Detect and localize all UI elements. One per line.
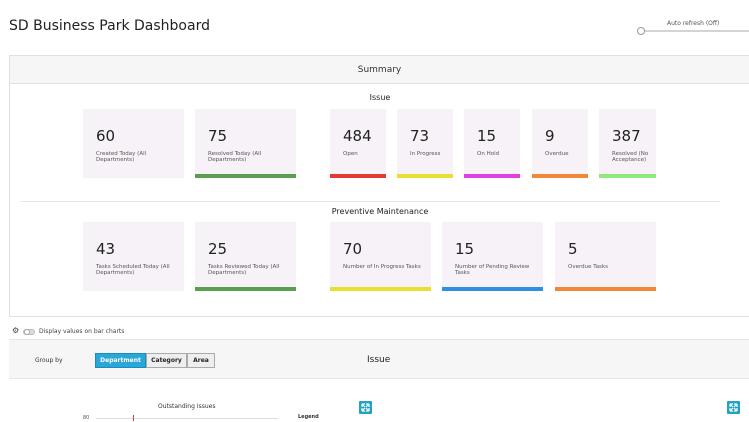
card-status-bar bbox=[195, 174, 296, 178]
summary-panel: Summary Issue 60 Created Today (All Depa… bbox=[9, 55, 749, 317]
card-pending-review-tasks[interactable]: 15 Number of Pending Review Tasks bbox=[442, 222, 543, 291]
card-value: 5 bbox=[568, 240, 578, 258]
card-value: 75 bbox=[208, 127, 228, 145]
card-on-hold[interactable]: 15 On Hold bbox=[464, 109, 520, 178]
card-label: In Progress bbox=[410, 151, 441, 157]
card-label: Number of In Progress Tasks bbox=[343, 264, 421, 270]
auto-refresh-slider-handle[interactable] bbox=[637, 27, 645, 35]
card-value: 387 bbox=[612, 127, 641, 145]
card-status-bar bbox=[532, 174, 588, 178]
card-tasks-reviewed-today[interactable]: 25 Tasks Reviewed Today (All Departments… bbox=[195, 222, 296, 291]
card-status-bar bbox=[464, 174, 520, 178]
group-by-label: Group by bbox=[35, 357, 63, 364]
card-label: Tasks Scheduled Today (All Departments) bbox=[96, 264, 170, 276]
pm-section-title: Preventive Maintenance bbox=[331, 207, 429, 216]
card-label: Number of Pending Review Tasks bbox=[455, 264, 530, 276]
expand-chart-button[interactable] bbox=[359, 401, 372, 414]
card-status-bar bbox=[195, 287, 296, 291]
chart-title: Outstanding Issues bbox=[158, 403, 216, 410]
card-label: Created Today (All Departments) bbox=[96, 151, 147, 163]
chart-legend-label: Legend bbox=[298, 414, 319, 420]
card-label: Open bbox=[343, 151, 358, 157]
card-status-bar bbox=[330, 174, 386, 178]
display-values-toggle[interactable] bbox=[23, 329, 35, 335]
card-label: Overdue bbox=[545, 151, 569, 157]
card-open[interactable]: 484 Open bbox=[330, 109, 386, 178]
expand-icon bbox=[361, 403, 370, 412]
group-by-department-button[interactable]: Department bbox=[95, 353, 146, 368]
issue-section-title: Issue bbox=[369, 93, 391, 102]
display-values-label: Display values on bar charts bbox=[39, 328, 125, 335]
card-status-bar bbox=[330, 287, 431, 291]
card-in-progress[interactable]: 73 In Progress bbox=[397, 109, 453, 178]
section-divider bbox=[20, 201, 720, 202]
auto-refresh-slider[interactable] bbox=[640, 30, 749, 32]
group-by-area-button[interactable]: Area bbox=[187, 353, 215, 368]
card-value: 43 bbox=[96, 240, 116, 258]
issue-panel-title: Issue bbox=[367, 355, 391, 365]
card-status-bar bbox=[442, 287, 543, 291]
card-resolved-no-acceptance[interactable]: 387 Resolved (No Acceptance) bbox=[599, 109, 656, 178]
card-value: 9 bbox=[545, 127, 555, 145]
card-label: Overdue Tasks bbox=[568, 264, 608, 270]
auto-refresh-label: Auto refresh (Off) bbox=[667, 20, 720, 27]
card-value: 70 bbox=[343, 240, 363, 258]
card-overdue[interactable]: 9 Overdue bbox=[532, 109, 588, 178]
chart-tick-label: 80 bbox=[83, 415, 90, 421]
card-status-bar bbox=[397, 174, 453, 178]
card-value: 73 bbox=[410, 127, 430, 145]
card-overdue-tasks[interactable]: 5 Overdue Tasks bbox=[555, 222, 656, 291]
card-label: Resolved Today (All Departments) bbox=[208, 151, 262, 163]
toggle-knob bbox=[24, 329, 30, 335]
card-value: 15 bbox=[477, 127, 497, 145]
card-value: 25 bbox=[208, 240, 228, 258]
page-title: SD Business Park Dashboard bbox=[9, 18, 210, 34]
summary-title: Summary bbox=[10, 56, 749, 84]
card-value: 484 bbox=[343, 127, 372, 145]
card-status-bar bbox=[555, 287, 656, 291]
card-resolved-today[interactable]: 75 Resolved Today (All Departments) bbox=[195, 109, 296, 178]
card-status-bar bbox=[599, 174, 656, 178]
card-label: On Hold bbox=[477, 151, 500, 157]
expand-icon bbox=[729, 403, 738, 412]
group-by-category-button[interactable]: Category bbox=[146, 353, 187, 368]
card-in-progress-tasks[interactable]: 70 Number of In Progress Tasks bbox=[330, 222, 431, 291]
chart-bar-marker bbox=[133, 415, 134, 421]
chart-gridline bbox=[96, 418, 278, 419]
card-tasks-scheduled-today[interactable]: 43 Tasks Scheduled Today (All Department… bbox=[83, 222, 184, 291]
card-value: 15 bbox=[455, 240, 475, 258]
card-label: Resolved (No Acceptance) bbox=[612, 151, 649, 163]
card-label: Tasks Reviewed Today (All Departments) bbox=[208, 264, 280, 276]
gear-icon[interactable]: ⚙ bbox=[12, 326, 20, 335]
card-value: 60 bbox=[96, 127, 116, 145]
expand-chart-button-right[interactable] bbox=[727, 401, 740, 414]
card-created-today[interactable]: 60 Created Today (All Departments) bbox=[83, 109, 184, 178]
